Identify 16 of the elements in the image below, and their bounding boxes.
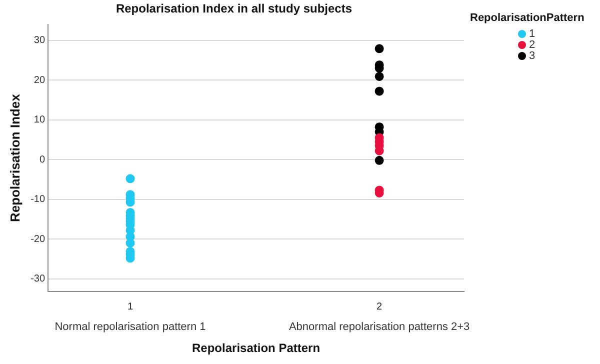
y-tick-label: -10 <box>30 194 46 206</box>
legend-label: 3 <box>529 50 536 62</box>
x-axis-title: Repolarisation Pattern <box>192 341 320 356</box>
y-tick-label: 10 <box>34 114 46 126</box>
text: Abnormal repolarisation patterns 2+3 <box>288 321 470 334</box>
y-tick-label: -20 <box>30 234 46 245</box>
chart-title: Repolarisation Index in all study subjects <box>116 2 352 16</box>
legend-title: RepolarisationPattern <box>470 12 585 24</box>
y-tick-label: 20 <box>34 74 46 86</box>
legend-label: 1 <box>529 28 536 40</box>
y-tick-label: 30 <box>34 35 46 46</box>
text: Normal repolarisation pattern 1 <box>54 321 206 334</box>
y-axis-title: Repolarisation Index <box>7 93 22 222</box>
y-tick-label: 0 <box>39 154 46 166</box>
y-tick-label: -30 <box>30 274 46 285</box>
legend-label: 2 <box>529 39 536 52</box>
